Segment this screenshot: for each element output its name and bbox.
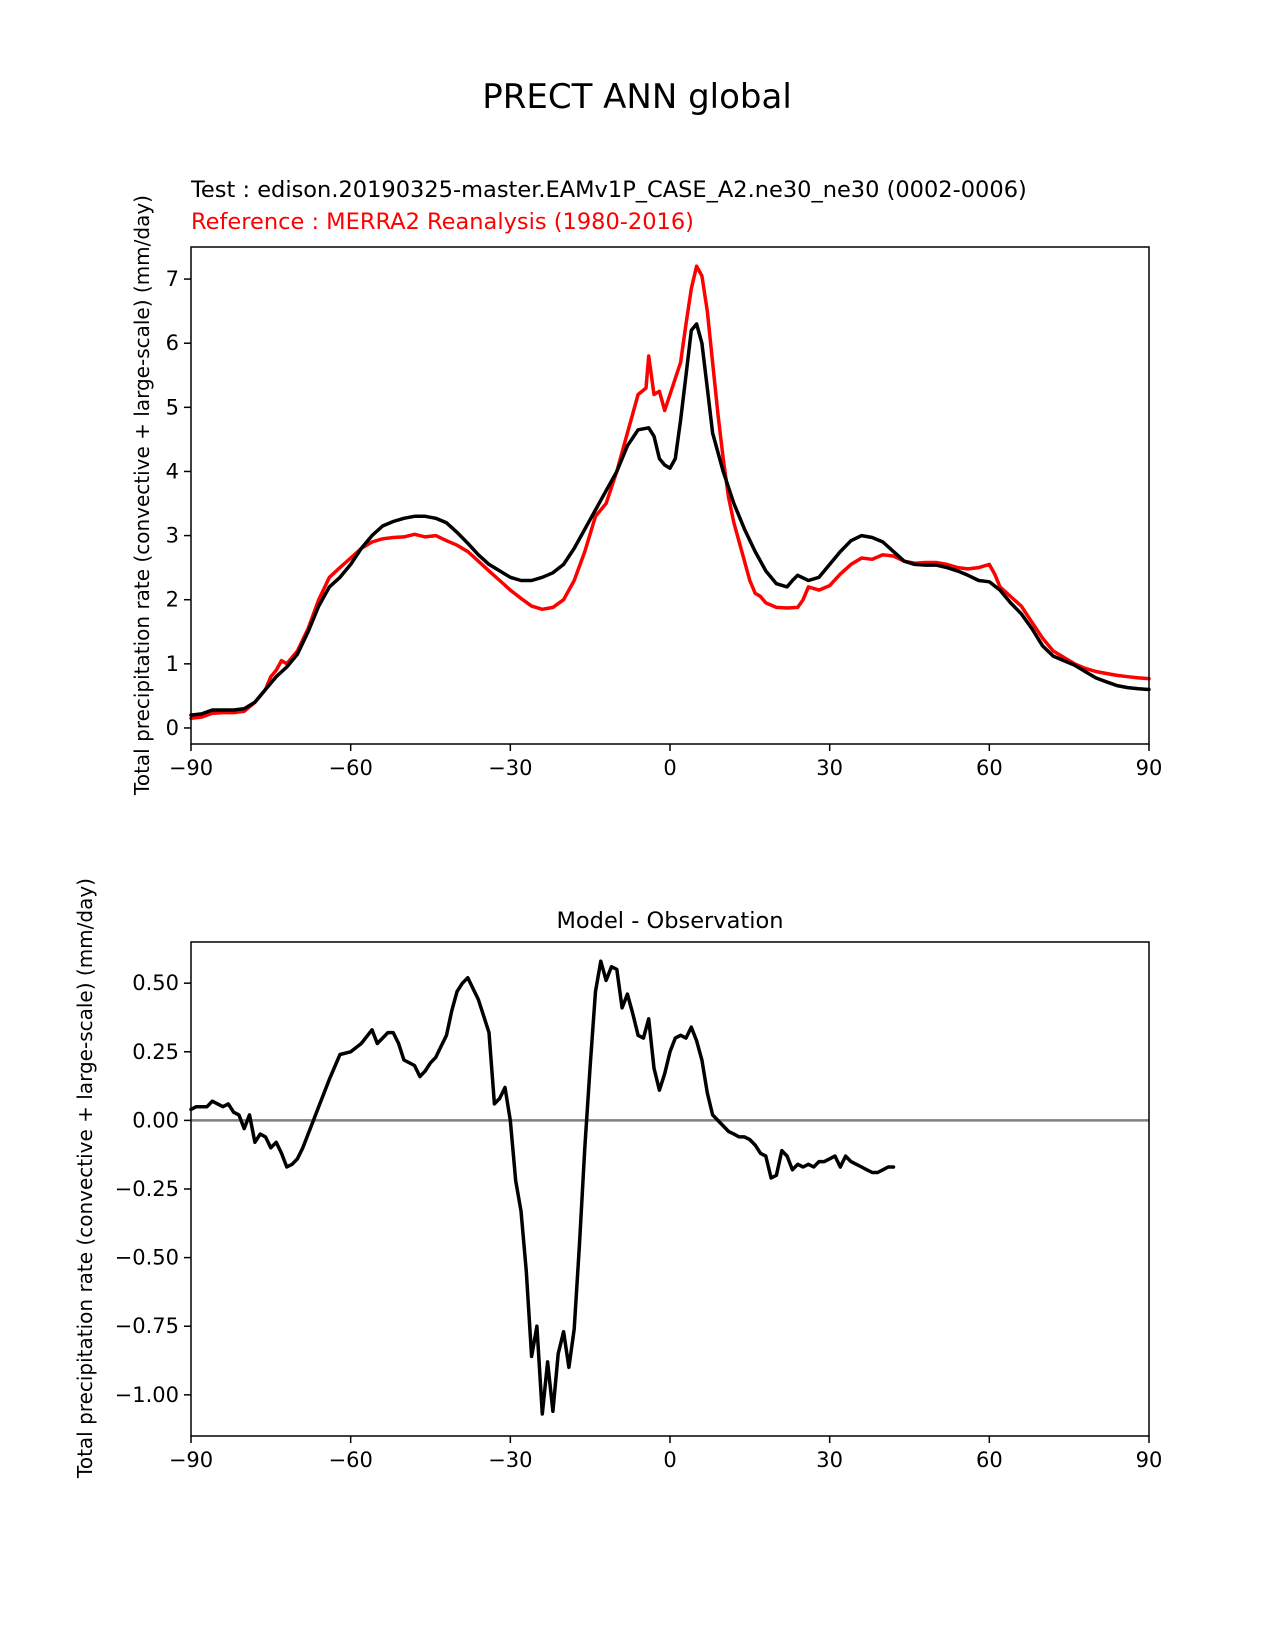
bottom-plot-frame [190, 941, 1150, 1437]
reference-subtitle: Reference : MERRA2 Reanalysis (1980-2016… [191, 209, 694, 235]
bottom-y-tick-label: 0.50 [132, 971, 179, 995]
test-subtitle: Test : edison.20190325-master.EAMv1P_CAS… [190, 177, 1027, 203]
bottom-y-tick-label: −0.25 [115, 1177, 179, 1201]
top-x-tick-label: 90 [1136, 756, 1163, 780]
top-series-group [189, 264, 1151, 721]
figure-title: PRECT ANN global [482, 77, 792, 117]
top-x-tick-label: −60 [329, 756, 373, 780]
top-y-tick-label: 6 [166, 331, 179, 355]
bottom-x-tick-label: 90 [1136, 1448, 1163, 1472]
bottom-panel: Model - Observation Total precipitation … [73, 878, 1162, 1479]
bottom-x-tick-label: 30 [816, 1448, 843, 1472]
top-x-tick-label: 30 [816, 756, 843, 780]
bottom-chart-title: Model - Observation [557, 908, 784, 934]
top-y-tick-label: 2 [166, 588, 179, 612]
top-plot-frame [190, 246, 1150, 745]
bottom-y-tick-label: −1.00 [115, 1383, 179, 1407]
bottom-y-tick-label: −0.75 [115, 1314, 179, 1338]
bottom-y-tick-label: 0.25 [132, 1040, 179, 1064]
bottom-x-tick-label: 0 [663, 1448, 676, 1472]
top-x-tick-label: 0 [663, 756, 676, 780]
top-y-tick-label: 5 [166, 395, 179, 419]
top-y-axis-label: Total precipitation rate (convective + l… [130, 195, 154, 796]
top-y-tick-label: 0 [166, 716, 179, 740]
top-y-tick-label: 3 [166, 524, 179, 548]
bottom-y-axis-label: Total precipitation rate (convective + l… [73, 878, 97, 1479]
bottom-x-tick-label: −60 [329, 1448, 373, 1472]
top-x-tick-label: −90 [169, 756, 213, 780]
top-panel: Test : edison.20190325-master.EAMv1P_CAS… [130, 177, 1162, 796]
bottom-y-tick-label: 0.00 [132, 1108, 179, 1132]
top-series-test [189, 322, 1151, 717]
bottom-x-tick-label: −30 [488, 1448, 532, 1472]
top-x-tick-label: 60 [976, 756, 1003, 780]
top-y-tick-label: 4 [166, 459, 179, 483]
top-y-tick-label: 7 [166, 267, 179, 291]
bottom-series-model-observation [189, 959, 896, 1416]
top-axis-ticks: −90 −60 −30 0 30 60 90 0 1 2 3 4 5 6 7 [166, 267, 1163, 780]
bottom-x-tick-label: 60 [976, 1448, 1003, 1472]
top-x-tick-label: −30 [488, 756, 532, 780]
bottom-x-tick-label: −90 [169, 1448, 213, 1472]
bottom-series-group [189, 959, 1149, 1416]
bottom-axis-ticks: −90 −60 −30 0 30 60 90 0.50 0.25 0.00 −0.25 −0.50 −0… [115, 971, 1163, 1472]
bottom-y-tick-label: −0.50 [115, 1246, 179, 1270]
top-y-tick-label: 1 [166, 652, 179, 676]
